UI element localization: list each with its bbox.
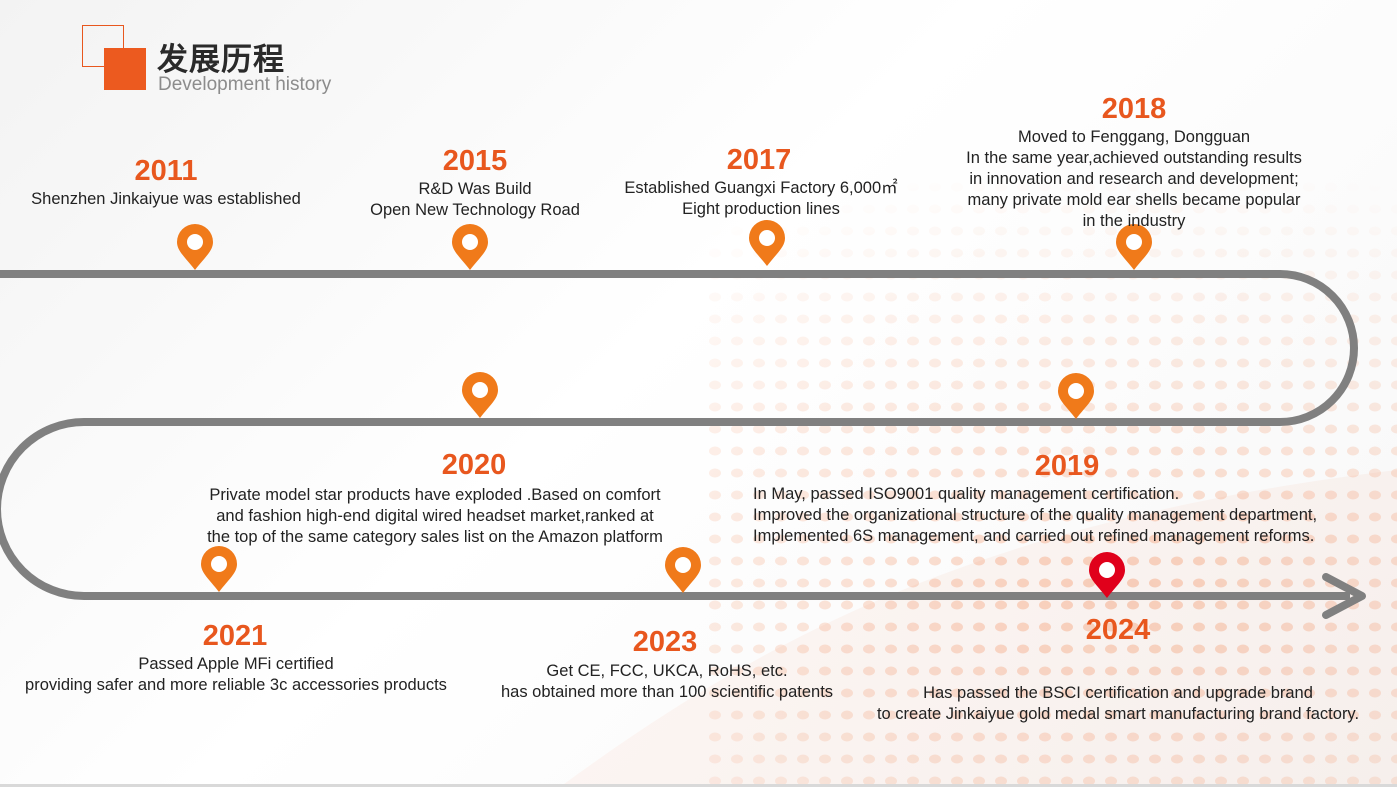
milestone-desc-2021: Passed Apple MFi certified providing saf… [25, 655, 447, 694]
milestone-desc-2011: Shenzhen Jinkaiyue was established [31, 190, 301, 208]
location-pin-icon [1089, 552, 1125, 598]
page-title: 发展历程 [157, 42, 285, 77]
page-subtitle: Development history [158, 74, 332, 95]
milestone-desc-2019: In May, passed ISO9001 quality managemen… [753, 485, 1318, 545]
milestone-year-2021: 2021 [202, 620, 268, 652]
title-decoration-square [104, 48, 146, 90]
location-pin-icon [462, 372, 498, 418]
milestone-desc-2017: Established Guangxi Factory 6,000㎡ Eight… [624, 179, 898, 218]
milestone-desc-2018: Moved to Fenggang, Dongguan In the same … [966, 128, 1302, 230]
location-pin-icon [1058, 373, 1094, 419]
arrow-head-icon [1322, 573, 1366, 619]
location-pin-icon [177, 224, 213, 270]
milestone-year-2020: 2020 [441, 449, 507, 481]
location-pin-icon [452, 224, 488, 270]
location-pin-icon [201, 546, 237, 592]
milestone-year-2023: 2023 [632, 626, 698, 658]
milestone-desc-2020: Private model star products have explode… [207, 486, 663, 546]
location-pin-icon [665, 547, 701, 593]
milestone-year-2011: 2011 [134, 155, 198, 187]
milestone-year-2015: 2015 [442, 145, 508, 177]
title-decoration-outline [82, 25, 124, 67]
location-pin-icon [749, 220, 785, 266]
milestone-year-2019: 2019 [1034, 450, 1100, 482]
milestone-year-2017: 2017 [726, 144, 792, 176]
milestone-desc-2015: R&D Was Build Open New Technology Road [370, 180, 580, 219]
location-pin-icon [1116, 224, 1152, 270]
milestone-desc-2024: Has passed the BSCI certification and up… [876, 684, 1360, 723]
milestone-desc-2023: Get CE, FCC, UKCA, RoHS, etc. has obtain… [500, 662, 834, 701]
bottom-border [0, 784, 1397, 787]
milestone-year-2024: 2024 [1085, 614, 1151, 646]
milestone-year-2018: 2018 [1101, 93, 1167, 125]
